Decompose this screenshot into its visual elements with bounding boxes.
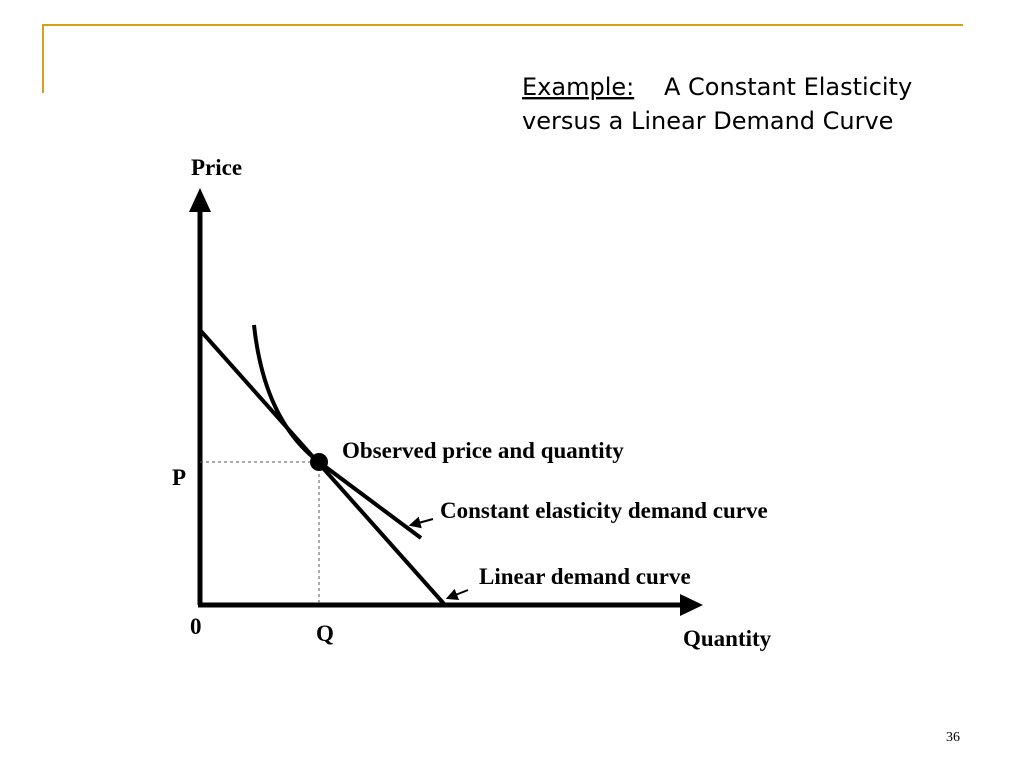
pointer xyxy=(445,588,469,601)
observed-point xyxy=(310,453,328,471)
page-number: 36 xyxy=(946,730,960,745)
constant-elasticity-demand xyxy=(252,324,423,540)
axis-arrow xyxy=(189,188,211,212)
title-lead: Example: xyxy=(522,73,634,101)
title: A Constant Elasticity xyxy=(664,73,912,101)
price-label: P xyxy=(172,465,186,490)
annotation: Linear demand curve xyxy=(479,564,691,589)
annotation: Constant elasticity demand curve xyxy=(440,498,768,523)
axis-arrow xyxy=(680,594,703,616)
pointer xyxy=(408,516,434,529)
quantity-label: Q xyxy=(316,621,334,646)
title: versus a Linear Demand Curve xyxy=(522,107,893,135)
annotation: Observed price and quantity xyxy=(342,438,624,463)
x-axis-label: Quantity xyxy=(683,626,772,651)
origin-label: 0 xyxy=(190,614,202,639)
y-axis-label: Price xyxy=(191,155,242,180)
